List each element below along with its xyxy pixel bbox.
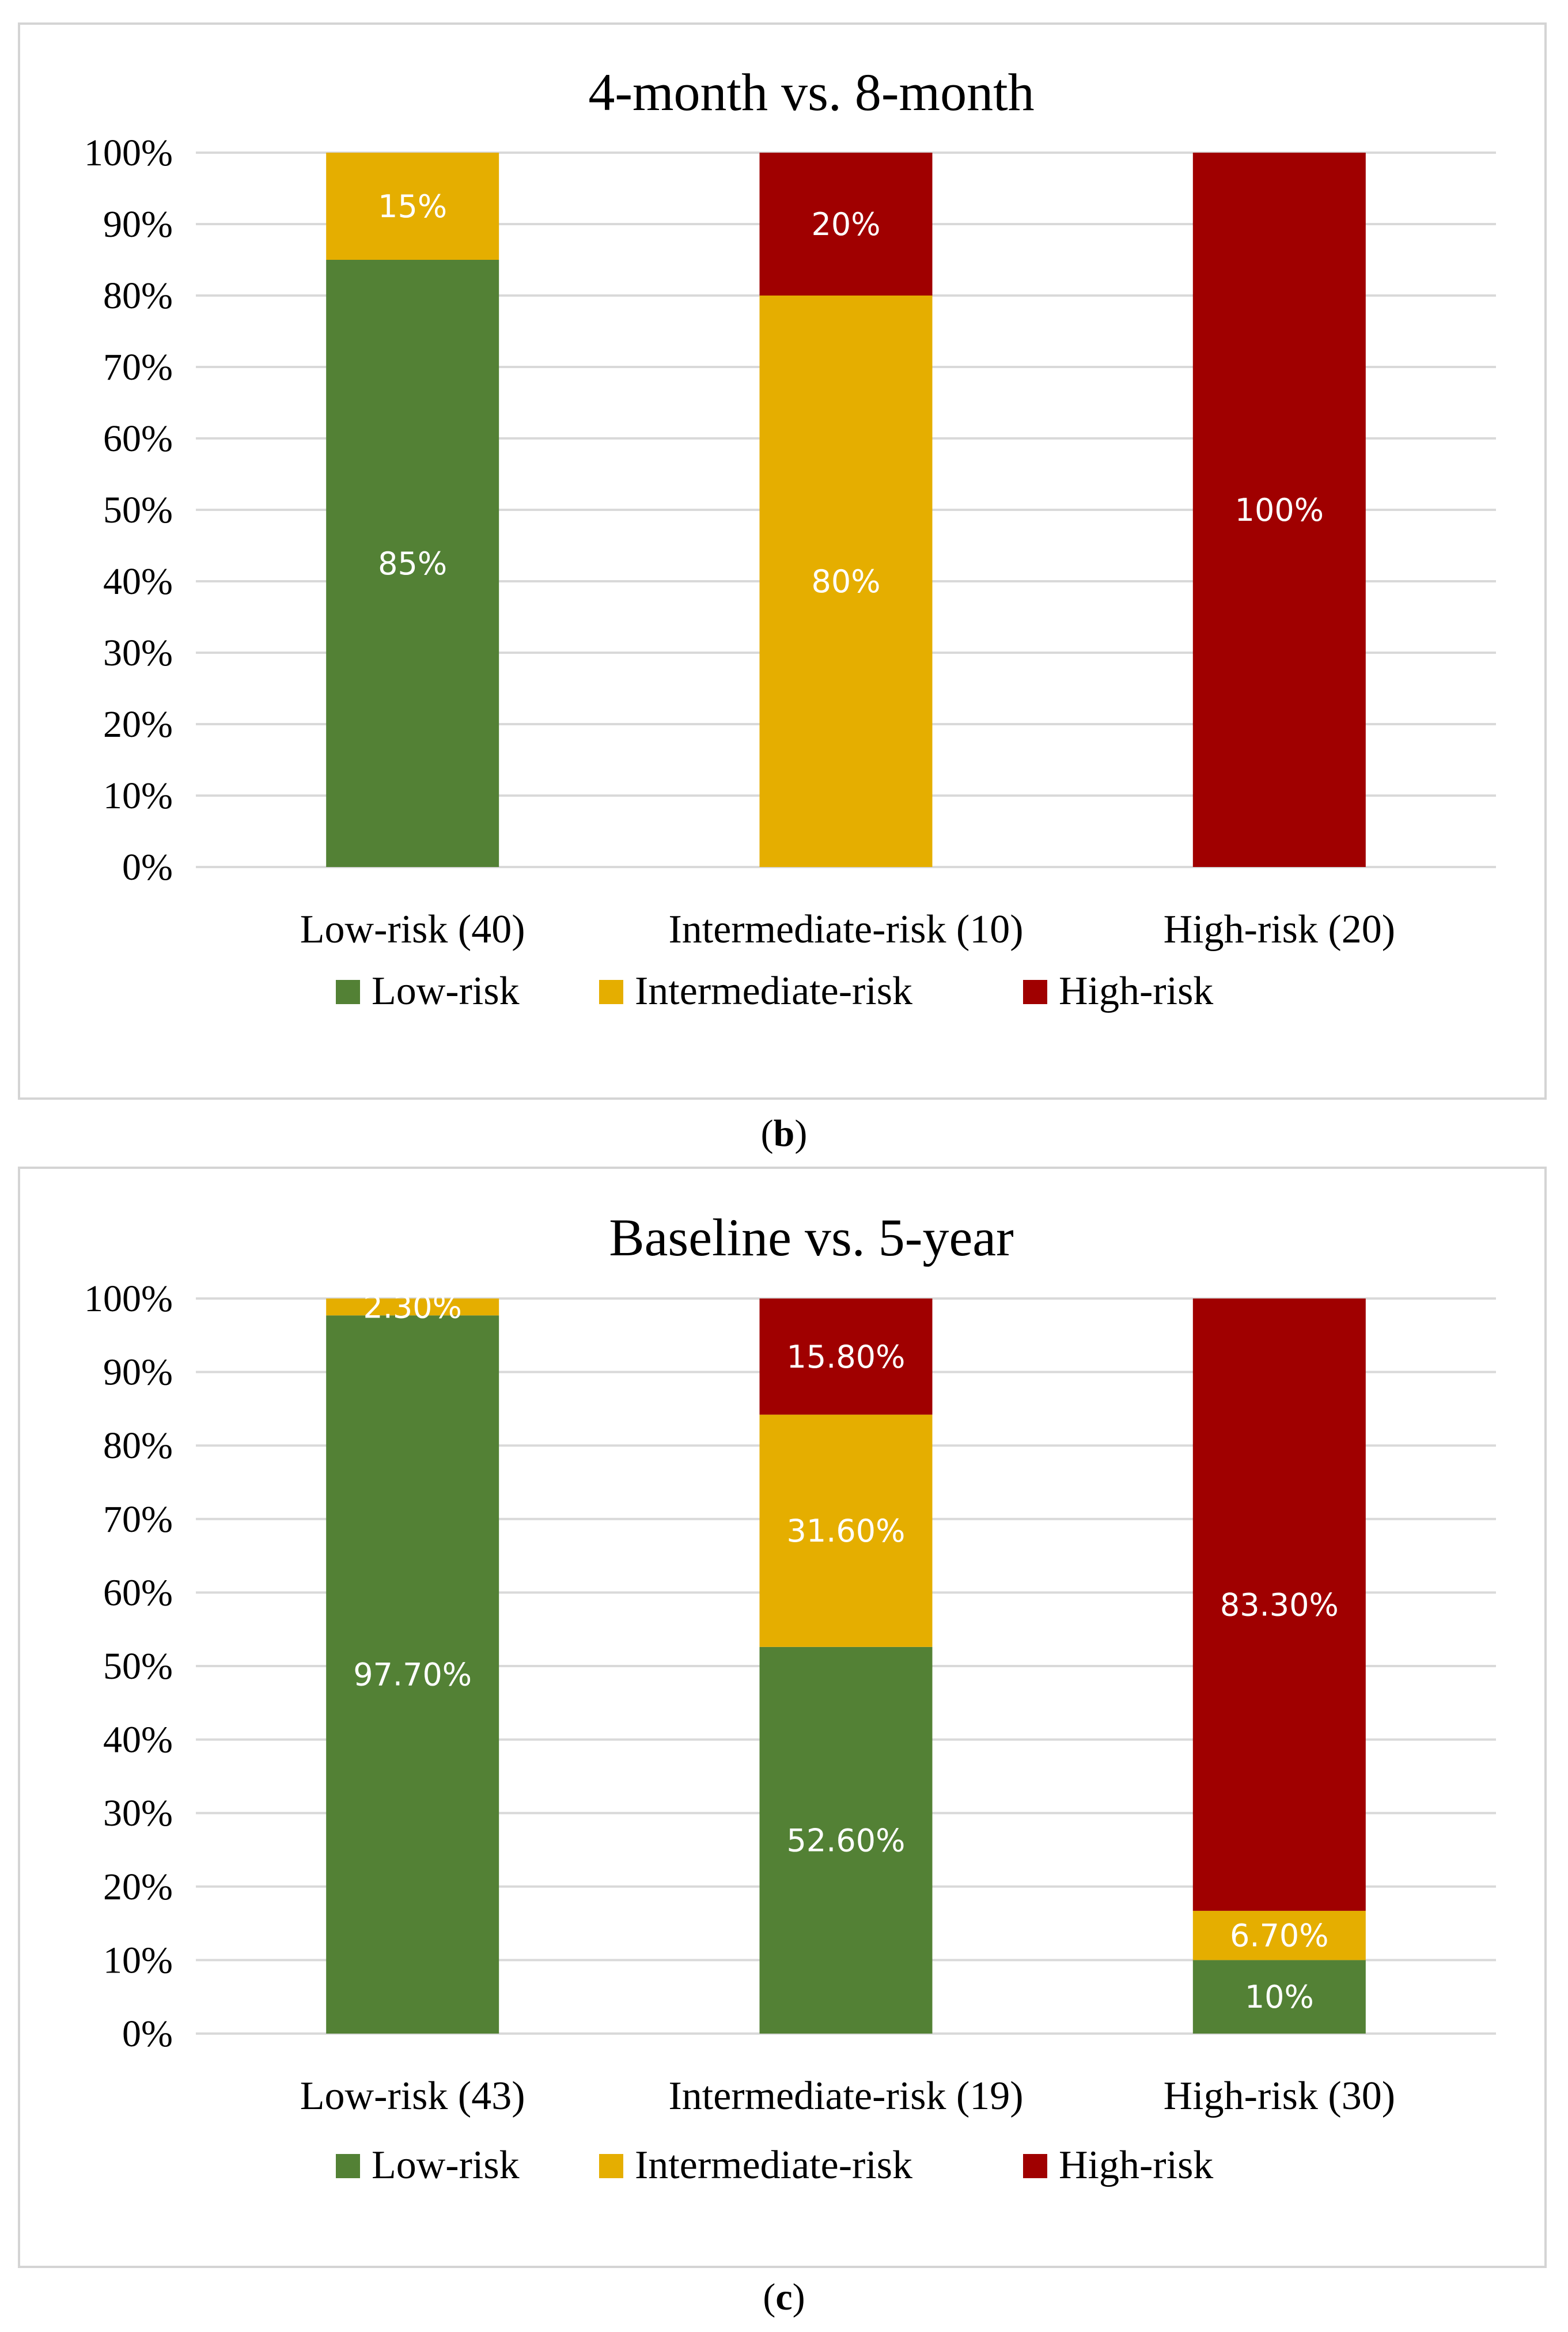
bar-segment: [1192, 153, 1366, 867]
y-tick-label: 90%: [103, 1352, 173, 1394]
bar-segment: [759, 1414, 933, 1647]
legend-swatch: [1023, 2154, 1047, 2178]
y-tick-label: 100%: [84, 1278, 173, 1320]
data-label: 97.70%: [353, 1657, 472, 1693]
bar-segment: [1192, 1960, 1366, 2034]
y-tick-label: 70%: [103, 346, 173, 388]
legend-label: High-risk: [1059, 969, 1213, 1013]
bar-segment: [326, 153, 499, 260]
caption-c-letter: c: [775, 2276, 793, 2318]
chart-panel-c: Baseline vs. 5-year 0% 10% 20% 30% 40% 50% 60% 7…: [18, 1167, 1547, 2268]
data-label: 52.60%: [787, 1822, 906, 1858]
y-tick-label: 20%: [103, 1866, 173, 1908]
x-category-label: Low-risk (43): [300, 2074, 525, 2118]
y-tick-label: 50%: [103, 1645, 173, 1687]
bar-segment: [326, 1298, 499, 1316]
bar-segment: [1192, 1298, 1366, 1911]
chart-c: Baseline vs. 5-year 0% 10% 20% 30% 40% 50% 60% 7…: [84, 1208, 1496, 2187]
y-tick-label: 80%: [103, 275, 173, 317]
y-tick-label: 10%: [103, 1939, 173, 1981]
x-category-label: Intermediate-risk (10): [668, 907, 1023, 952]
y-tick-label: 40%: [103, 1719, 173, 1761]
y-tick-label: 0%: [122, 2013, 173, 2055]
data-label: 85%: [378, 546, 447, 582]
legend-label: Intermediate-risk: [635, 2143, 912, 2187]
data-label: 20%: [811, 206, 880, 243]
y-tick-label: 80%: [103, 1425, 173, 1467]
data-label: 100%: [1235, 492, 1324, 528]
chart-title: Baseline vs. 5-year: [609, 1208, 1014, 1267]
bar-segment: [759, 153, 933, 296]
legend-label: High-risk: [1059, 2143, 1213, 2187]
caption-b: (b): [760, 1112, 808, 1154]
data-label: 15%: [378, 188, 447, 225]
legend-label: Intermediate-risk: [635, 969, 912, 1013]
bar-segment: [759, 1298, 933, 1415]
y-tick-label: 50%: [103, 489, 173, 531]
y-tick-label: 60%: [103, 1572, 173, 1614]
data-label: 10%: [1245, 1979, 1314, 2015]
y-tick-label: 70%: [103, 1498, 173, 1540]
chart-title: 4-month vs. 8-month: [588, 63, 1034, 122]
bar-segment: [326, 260, 499, 867]
data-label: 80%: [811, 563, 880, 600]
data-label: 31.60%: [787, 1513, 906, 1549]
legend-swatch: [599, 980, 623, 1004]
legend-swatch: [336, 980, 360, 1004]
y-tick-label: 20%: [103, 703, 173, 745]
bar-segment: [1192, 1910, 1366, 1960]
x-category-label: Intermediate-risk (19): [668, 2074, 1023, 2118]
x-category-label: Low-risk (40): [300, 907, 525, 952]
bar-segment: [759, 1646, 933, 2034]
x-category-label: High-risk (20): [1164, 907, 1395, 952]
data-label: 2.30%: [363, 1289, 462, 1326]
data-label: 6.70%: [1230, 1918, 1329, 1954]
chart-b: 4-month vs. 8-month 0% 10% 20% 30% 40% 50% 60% 7…: [84, 63, 1496, 1013]
y-tick-label: 40%: [103, 561, 173, 603]
legend-label: Low-risk: [372, 2143, 520, 2187]
y-tick-label: 100%: [84, 132, 173, 174]
legend-swatch: [1023, 980, 1047, 1004]
y-tick-label: 0%: [122, 846, 173, 888]
x-category-label: High-risk (30): [1164, 2074, 1395, 2118]
y-tick-label: 60%: [103, 418, 173, 460]
caption-c: (c): [763, 2276, 805, 2318]
legend-swatch: [336, 2154, 360, 2178]
y-tick-label: 90%: [103, 203, 173, 245]
y-tick-label: 30%: [103, 632, 173, 674]
bar-segment: [326, 1315, 499, 2034]
data-label: 83.30%: [1220, 1587, 1339, 1623]
caption-b-letter: b: [773, 1112, 795, 1154]
data-label: 15.80%: [787, 1339, 906, 1375]
legend-label: Low-risk: [372, 969, 520, 1013]
chart-panel-b: 4-month vs. 8-month 0% 10% 20% 30% 40% 50% 60% 7…: [18, 22, 1547, 1100]
bar-segment: [759, 296, 933, 867]
legend-swatch: [599, 2154, 623, 2178]
y-tick-label: 10%: [103, 775, 173, 817]
y-tick-label: 30%: [103, 1792, 173, 1834]
